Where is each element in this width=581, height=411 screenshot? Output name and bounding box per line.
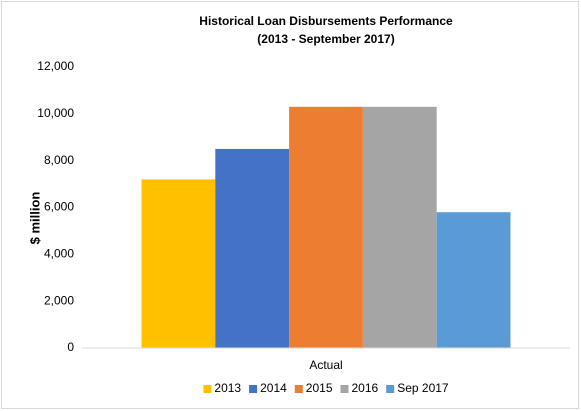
y-tick-label: 12,000 xyxy=(37,59,74,73)
legend-swatch xyxy=(340,385,349,393)
legend-swatch xyxy=(294,385,303,393)
bar xyxy=(362,106,437,348)
y-axis-title: $ million xyxy=(27,192,42,245)
y-tick-label: 8,000 xyxy=(44,153,74,167)
legend-label: 2013 xyxy=(214,381,241,395)
y-tick-label: 6,000 xyxy=(44,200,74,214)
bar xyxy=(141,179,216,348)
y-tick-label: 4,000 xyxy=(44,247,74,261)
legend-label: 2014 xyxy=(260,381,287,395)
bar xyxy=(289,106,363,348)
legend-swatch xyxy=(249,385,258,393)
legend-label: 2015 xyxy=(306,381,333,395)
chart-title: Historical Loan Disbursements Performanc… xyxy=(199,14,453,28)
bar xyxy=(215,148,290,348)
legend-swatch xyxy=(386,385,395,393)
y-tick-label: 10,000 xyxy=(37,106,74,120)
legend-label: Sep 2017 xyxy=(397,381,449,395)
legend-label: 2016 xyxy=(352,381,379,395)
y-tick-label: 0 xyxy=(67,340,74,354)
legend-swatch xyxy=(203,385,212,393)
y-tick-label: 2,000 xyxy=(44,293,74,307)
chart-subtitle: (2013 - September 2017) xyxy=(257,32,394,46)
x-tick-label: Actual xyxy=(309,358,342,372)
bar xyxy=(436,212,511,348)
